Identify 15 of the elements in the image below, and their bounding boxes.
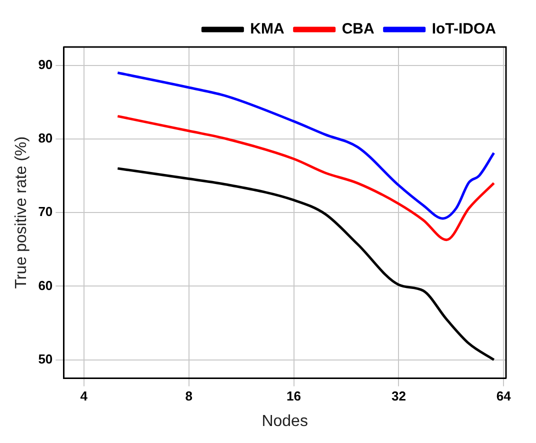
y-axis-title: True positive rate (%) [13, 136, 30, 289]
x-tick-label: 64 [496, 388, 512, 404]
y-tick-label: 90 [38, 56, 53, 72]
x-tick-label: 4 [80, 388, 88, 404]
x-tick-label: 8 [185, 388, 192, 404]
y-tick-label: 50 [38, 351, 53, 366]
y-tick-label: 80 [38, 130, 53, 146]
y-tick-label: 70 [38, 204, 53, 220]
legend-label: IoT-IDOA [432, 20, 496, 38]
legend-label: CBA [342, 20, 375, 38]
legend-label: KMA [250, 20, 285, 38]
x-axis-title: Nodes [262, 412, 308, 430]
x-tick-label: 32 [391, 388, 406, 404]
y-tick-label: 60 [38, 278, 53, 293]
x-tick-label: 16 [286, 388, 301, 404]
